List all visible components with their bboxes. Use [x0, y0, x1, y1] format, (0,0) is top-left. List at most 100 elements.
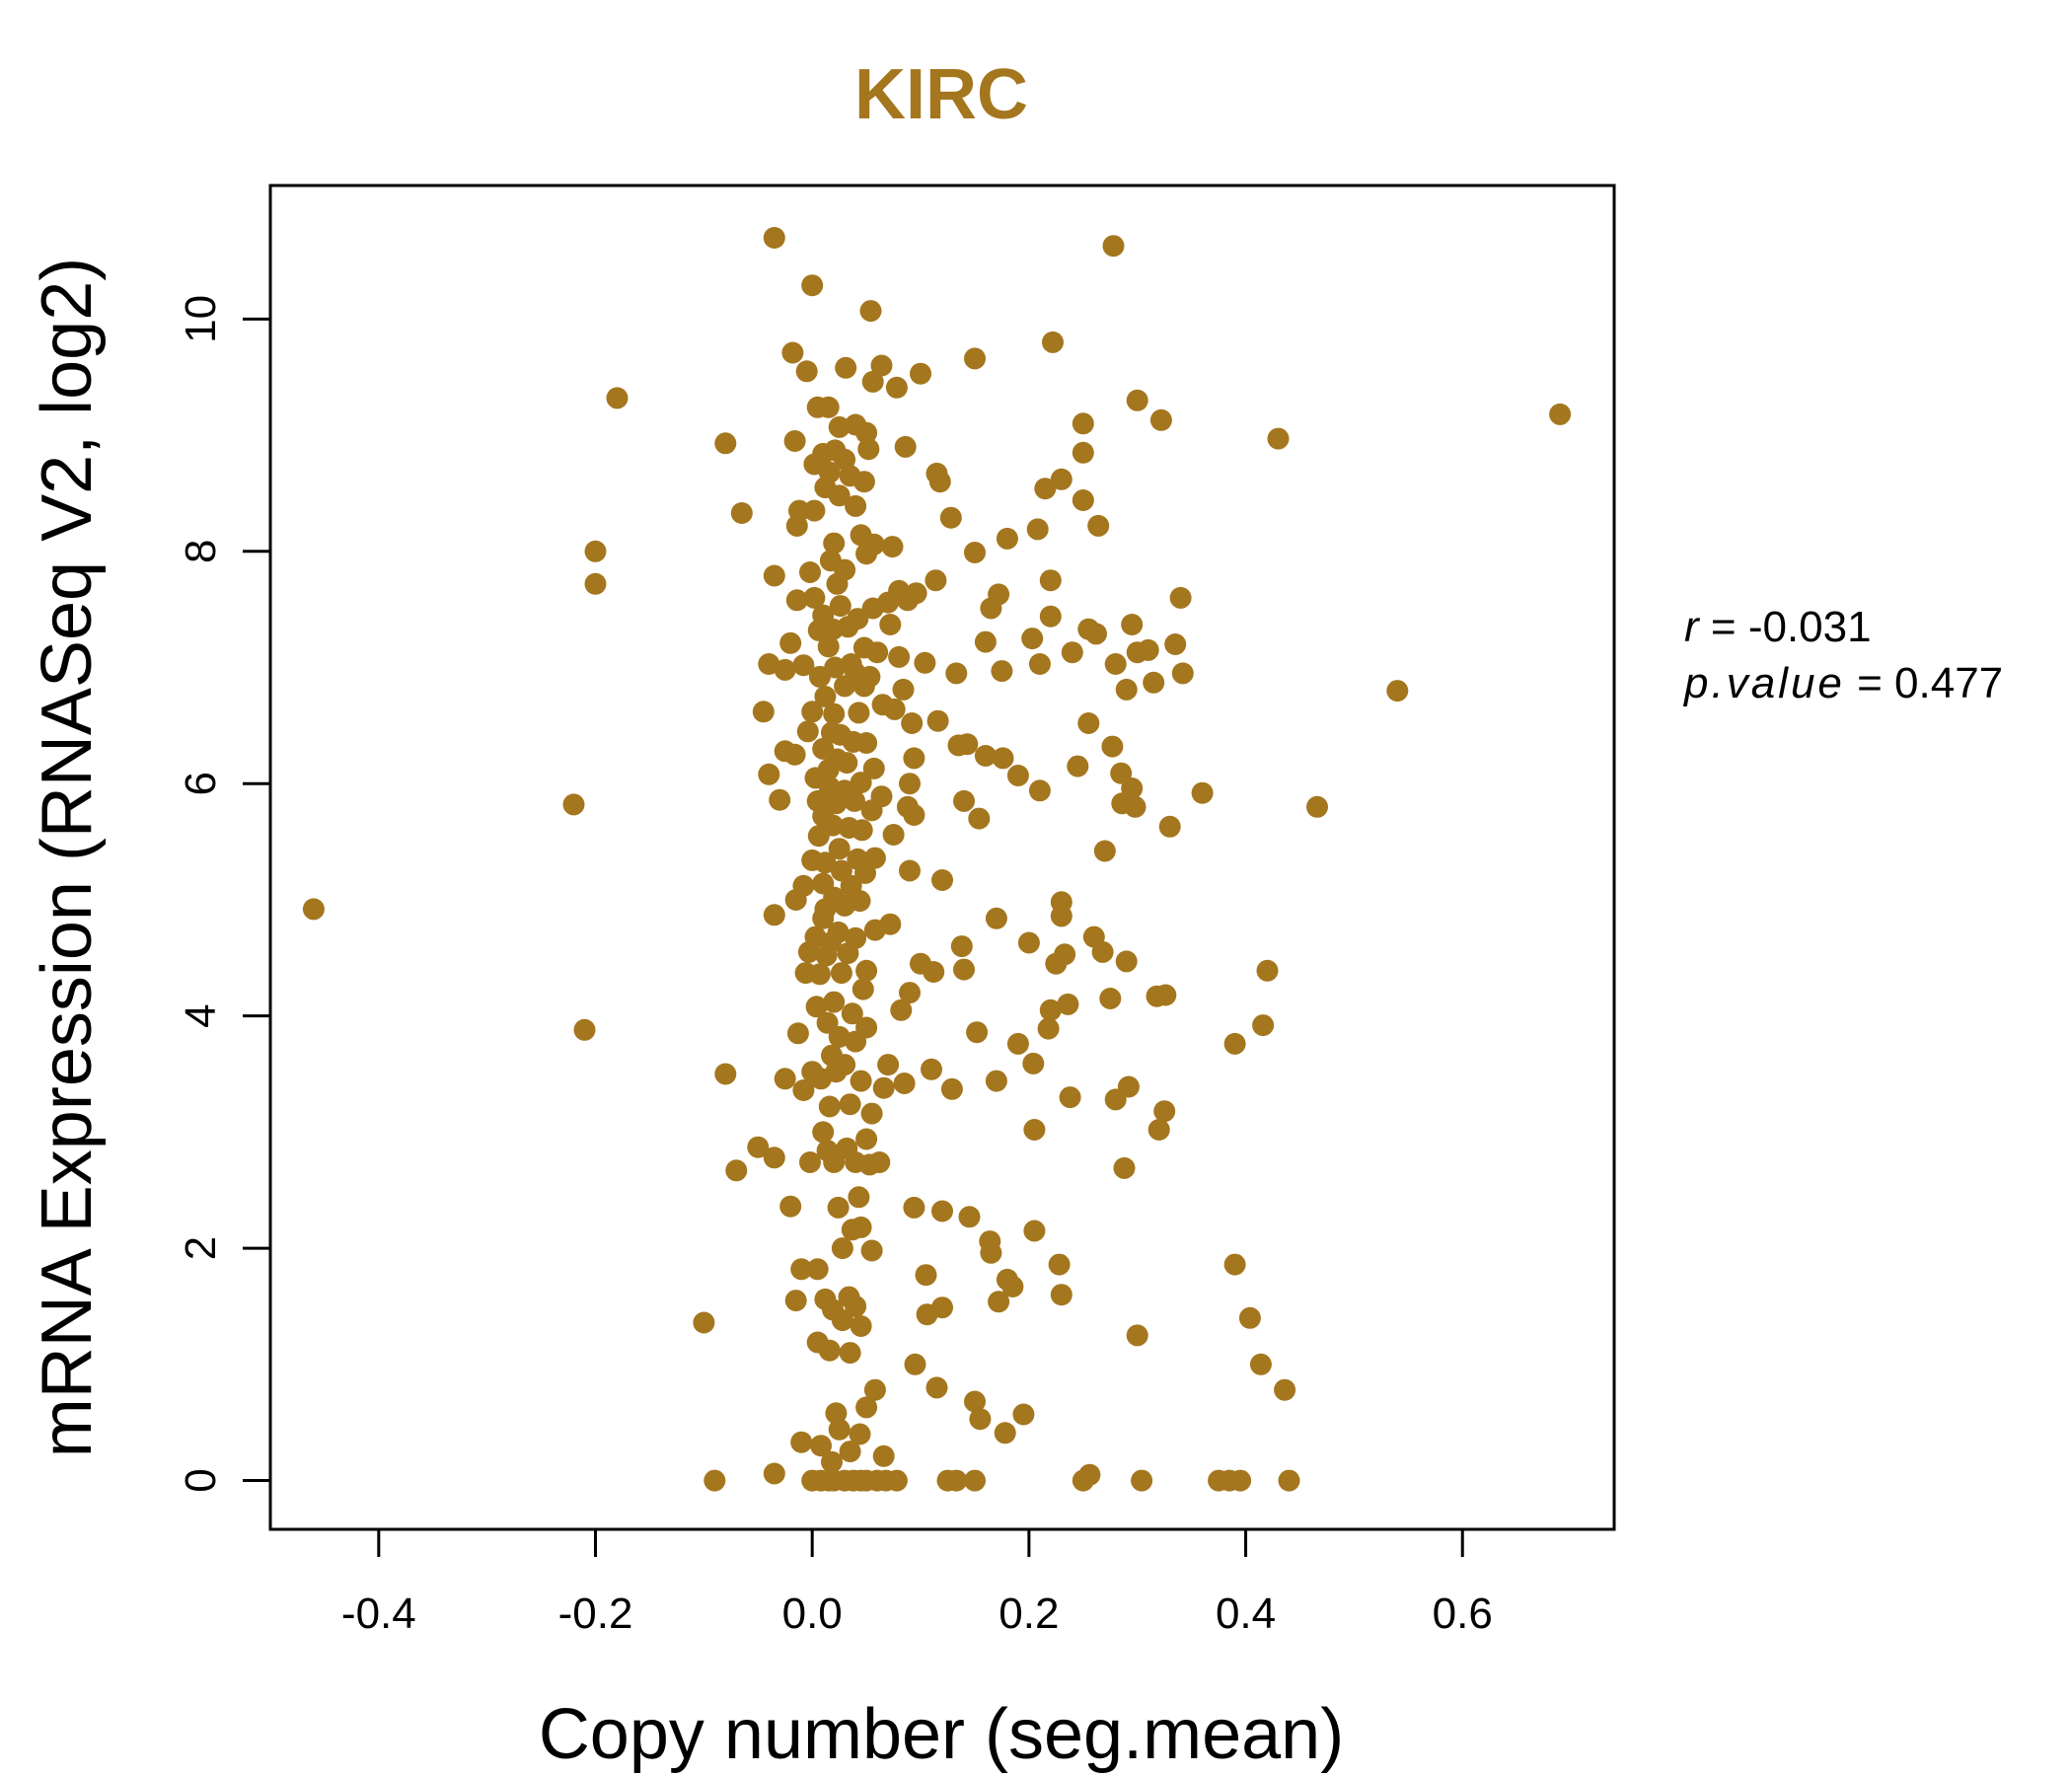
data-point: [974, 745, 997, 767]
data-point: [845, 1295, 867, 1317]
data-point: [894, 435, 917, 458]
data-point: [899, 773, 921, 795]
data-point: [964, 1469, 986, 1492]
data-point: [801, 701, 824, 723]
data-point: [852, 471, 875, 493]
data-point: [1006, 765, 1029, 786]
x-tick-label: 0.2: [999, 1590, 1059, 1638]
data-point: [1059, 1086, 1081, 1109]
x-tick-label: 0.4: [1216, 1590, 1276, 1638]
data-point: [752, 701, 775, 723]
data-point: [877, 1054, 900, 1076]
data-point: [926, 709, 949, 732]
data-point: [892, 678, 915, 701]
data-point: [828, 484, 851, 507]
r-label: r: [1684, 603, 1701, 651]
p-value-stat: p.value = 0.477: [1682, 659, 2003, 707]
data-point: [866, 641, 889, 664]
data-point: [725, 1159, 748, 1182]
x-axis-title: Copy number (seg.mean): [539, 1695, 1344, 1774]
data-point: [703, 1469, 726, 1492]
data-point: [870, 354, 893, 377]
data-point: [785, 589, 808, 612]
data-point: [763, 227, 785, 249]
data-point: [1006, 1032, 1029, 1055]
data-point: [817, 635, 840, 658]
y-tick-label: 4: [177, 1003, 225, 1027]
data-point: [1087, 514, 1110, 537]
data-point: [845, 926, 867, 949]
data-point: [985, 1070, 1007, 1092]
data-point: [945, 662, 968, 685]
data-point: [831, 1237, 853, 1260]
data-point: [779, 631, 802, 654]
data-point: [855, 959, 878, 982]
data-point: [858, 665, 881, 688]
data-point: [803, 499, 826, 522]
data-point: [950, 935, 973, 958]
data-point: [758, 763, 780, 785]
data-point: [966, 1021, 989, 1044]
data-point: [850, 772, 872, 794]
data-point: [835, 356, 857, 379]
data-point: [606, 387, 629, 409]
data-point: [1050, 1284, 1073, 1306]
data-point: [1102, 235, 1125, 258]
data-point: [1101, 735, 1124, 758]
y-tick-label: 0: [177, 1468, 225, 1492]
data-point: [980, 1241, 1002, 1264]
data-point: [783, 743, 806, 766]
data-point: [925, 569, 947, 592]
data-point: [879, 614, 902, 635]
correlation-stats: r = -0.031 p.value = 0.477: [1682, 603, 2003, 707]
data-point: [836, 752, 858, 775]
data-point: [964, 347, 986, 370]
data-point: [1093, 840, 1116, 862]
x-tick-label: 0.0: [782, 1590, 843, 1638]
data-point: [903, 804, 925, 826]
data-points: [302, 227, 1572, 1492]
data-point: [763, 904, 785, 926]
data-point: [985, 907, 1007, 929]
data-point: [1026, 518, 1049, 541]
data-point: [806, 1258, 829, 1281]
data-point: [872, 1076, 895, 1099]
data-point: [861, 370, 884, 393]
x-tick-label: -0.4: [341, 1590, 416, 1638]
data-point: [851, 978, 874, 1000]
data-point: [781, 341, 804, 364]
data-point: [863, 1378, 886, 1401]
data-point: [1099, 988, 1122, 1009]
data-point: [1137, 638, 1159, 661]
data-point: [818, 461, 841, 483]
data-point: [1171, 662, 1194, 685]
data-point: [888, 645, 911, 668]
data-point: [931, 1296, 953, 1319]
data-point: [774, 1068, 796, 1090]
data-point: [1153, 1100, 1176, 1123]
data-point: [988, 583, 1010, 606]
data-point: [848, 702, 870, 724]
data-point: [1223, 1032, 1246, 1055]
data-point: [779, 1195, 802, 1218]
data-point: [939, 506, 962, 529]
y-axis: 0 2 4 6 8 10: [177, 295, 272, 1493]
data-point: [823, 532, 846, 555]
data-point: [903, 1196, 925, 1219]
data-point: [792, 874, 815, 897]
plot-area-frame: [268, 184, 1616, 1531]
data-point: [786, 1022, 809, 1045]
data-point: [1039, 569, 1062, 592]
data-point: [831, 1309, 853, 1332]
data-point: [860, 1239, 883, 1262]
data-point: [769, 788, 791, 811]
data-point: [903, 747, 925, 770]
y-tick-label: 2: [177, 1236, 225, 1260]
data-point: [774, 658, 796, 681]
data-point: [763, 1462, 785, 1485]
data-point: [788, 499, 810, 522]
data-point: [1037, 1017, 1060, 1040]
data-point: [827, 921, 850, 943]
data-point: [1169, 586, 1192, 609]
